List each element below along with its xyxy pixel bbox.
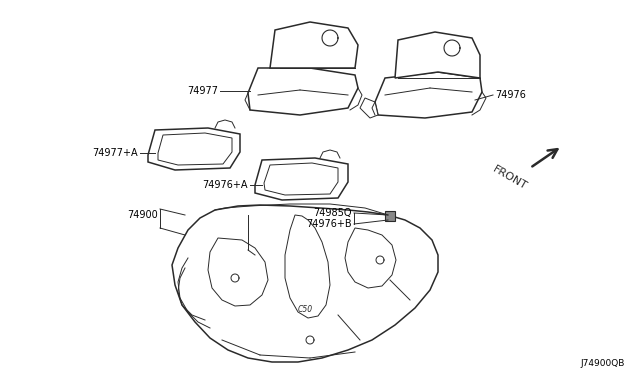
Text: 74985Q: 74985Q: [314, 208, 352, 218]
Polygon shape: [208, 238, 268, 306]
Text: 74976+B: 74976+B: [307, 219, 352, 229]
Polygon shape: [270, 22, 358, 68]
Text: 74900: 74900: [127, 210, 158, 220]
Polygon shape: [255, 158, 348, 200]
Polygon shape: [264, 163, 338, 195]
Polygon shape: [395, 32, 480, 78]
Polygon shape: [375, 72, 482, 118]
Polygon shape: [158, 133, 232, 165]
Text: 74977+A: 74977+A: [92, 148, 138, 158]
Polygon shape: [148, 128, 240, 170]
Text: 74976+A: 74976+A: [202, 180, 248, 190]
Text: C50: C50: [298, 305, 312, 314]
Polygon shape: [345, 228, 396, 288]
Text: 74977: 74977: [187, 86, 218, 96]
Polygon shape: [248, 68, 358, 115]
Text: J74900QB: J74900QB: [580, 359, 625, 368]
Polygon shape: [172, 205, 438, 362]
Text: 74976: 74976: [495, 90, 526, 100]
Polygon shape: [385, 211, 395, 221]
Polygon shape: [285, 215, 330, 318]
Polygon shape: [360, 98, 378, 118]
Text: FRONT: FRONT: [491, 164, 529, 192]
